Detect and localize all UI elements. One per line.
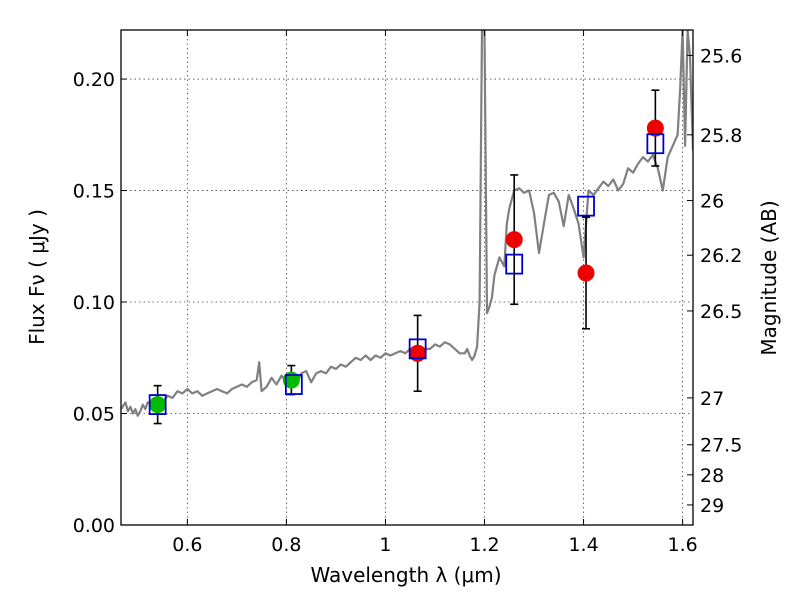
x-tick-label: 1.6 xyxy=(667,534,697,556)
x-tick-label: 1.4 xyxy=(568,534,598,556)
y-tick-label: 0.15 xyxy=(73,181,115,203)
x-axis-title: Wavelength λ (μm) xyxy=(310,563,501,587)
y2-axis-title: Magnitude (AB) xyxy=(757,200,781,355)
y2-tick-label: 27.5 xyxy=(700,435,742,457)
x-tick-label: 1.2 xyxy=(469,534,499,556)
y2-tick-label: 25.8 xyxy=(700,125,742,147)
y2-tick-label: 28 xyxy=(700,465,724,487)
data-point xyxy=(282,371,300,389)
y-tick-label: 0.10 xyxy=(73,292,115,314)
y-tick-label: 0.20 xyxy=(73,69,115,91)
data-point xyxy=(505,231,523,249)
y2-tick-label: 26.5 xyxy=(700,301,742,323)
data-point xyxy=(646,119,664,137)
y2-tick-label: 26 xyxy=(700,191,724,213)
model-photometry-square xyxy=(148,394,167,415)
axes: 0.6 0.8 1 1.2 1.4 1.6 0.00 0.05 0.10 0.15 0.20 25.6… xyxy=(73,30,742,556)
y2-tick-label: 27 xyxy=(700,388,724,410)
data-point xyxy=(577,264,595,282)
x-tick-label: 0.6 xyxy=(172,534,202,556)
y2-tick-label: 29 xyxy=(700,495,724,517)
data-point xyxy=(149,396,167,414)
y-tick-label: 0.05 xyxy=(73,404,115,426)
model-photometry-square xyxy=(577,195,595,217)
model-photometry-square xyxy=(646,133,665,155)
model-photometry-square xyxy=(284,374,303,395)
y2-tick-label: 25.6 xyxy=(700,45,742,67)
y-tick-label: 0.00 xyxy=(73,515,115,537)
plot-frame xyxy=(120,29,694,526)
model-photometry-square xyxy=(408,338,427,360)
y-axis-title: Flux Fν ( μJy ) xyxy=(25,209,49,345)
y2-tick-label: 26.2 xyxy=(700,245,742,267)
x-tick-label: 0.8 xyxy=(271,534,301,556)
model-photometry-square xyxy=(505,253,524,275)
x-tick-label: 1 xyxy=(379,534,391,556)
plot-area xyxy=(121,30,693,425)
